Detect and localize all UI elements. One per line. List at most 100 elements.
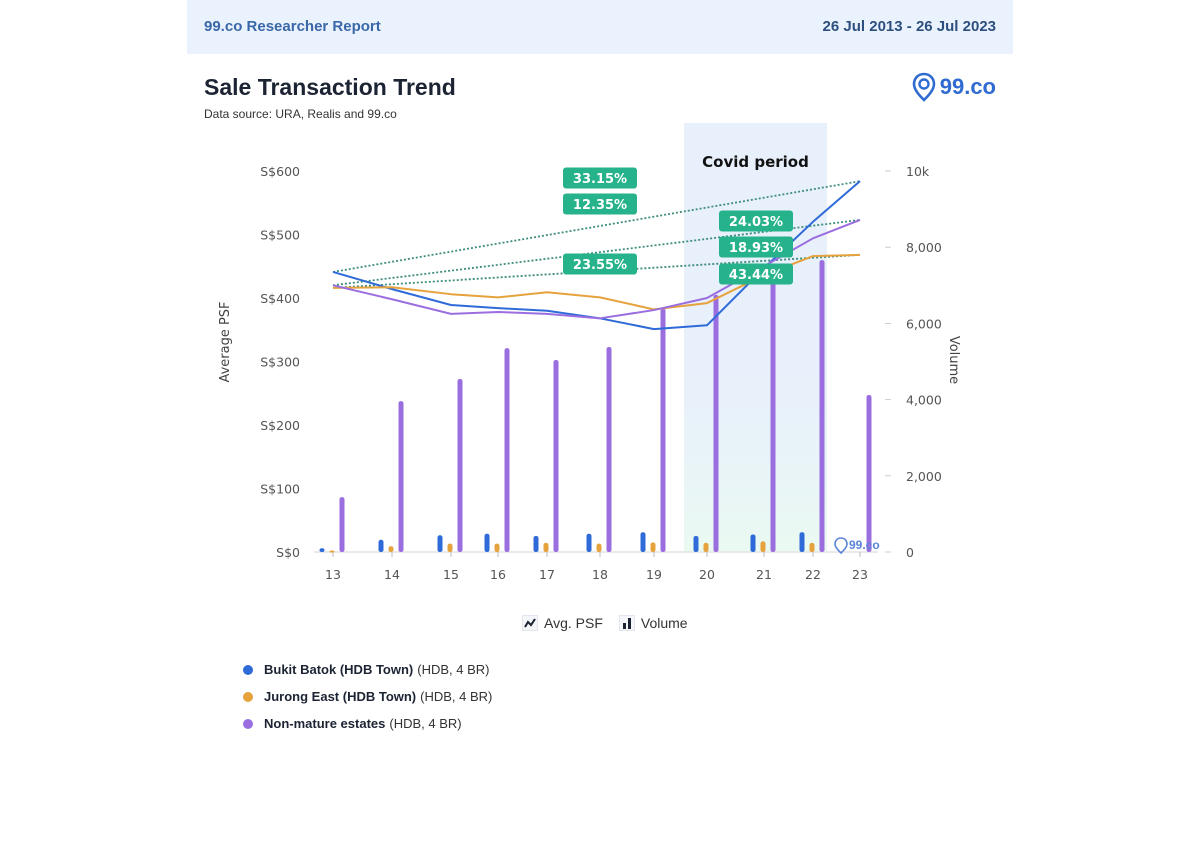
volume-bar[interactable] — [533, 535, 539, 552]
legend-dot-non-mature — [243, 718, 253, 729]
report-card: 99.co Researcher Report 26 Jul 2013 - 26… — [187, 0, 1013, 850]
volume-bar[interactable] — [640, 532, 646, 552]
trendline — [332, 219, 861, 287]
volume-bar[interactable] — [660, 308, 666, 552]
watermark-text: 99.co — [849, 538, 880, 552]
volume-bar[interactable] — [339, 497, 345, 552]
growth-badge — [563, 253, 637, 275]
volume-bar[interactable] — [586, 533, 592, 552]
x-tick-label: 20 — [699, 567, 715, 582]
legend-avg-psf-label: Avg. PSF — [544, 615, 603, 631]
left-tick-label: S$200 — [260, 418, 300, 433]
report-label: 99.co Researcher Report — [204, 18, 381, 35]
right-tick-label: 10k — [906, 164, 930, 179]
x-tick-label: 18 — [592, 567, 608, 582]
x-tick-label: 22 — [805, 567, 821, 582]
volume-bar[interactable] — [447, 543, 453, 552]
right-tick-label: 2,000 — [906, 469, 942, 484]
legend-item-jurong-east[interactable]: Jurong East (HDB Town) (HDB, 4 BR) — [243, 683, 492, 710]
legend-dot-jurong-east — [243, 691, 253, 702]
volume-bar[interactable] — [596, 543, 602, 552]
x-tick-label: 16 — [490, 567, 506, 582]
legend-item-non-mature[interactable]: Non-mature estates (HDB, 4 BR) — [243, 710, 492, 737]
volume-bar[interactable] — [770, 278, 776, 552]
legend-volume-label: Volume — [640, 615, 688, 631]
growth-badge-label: 43.44% — [729, 268, 783, 283]
volume-bar[interactable] — [693, 535, 699, 552]
growth-badge-label: 18.93% — [729, 241, 783, 256]
volume-bar[interactable] — [378, 539, 384, 552]
legend-avg-psf[interactable]: Avg. PSF — [522, 615, 603, 631]
left-tick-label: S$500 — [260, 228, 300, 243]
brand-logo: 99.co — [912, 72, 996, 102]
x-tick-label: 19 — [646, 567, 662, 582]
x-tick-label: 14 — [384, 567, 400, 582]
volume-bar[interactable] — [388, 546, 394, 552]
x-tick-label: 23 — [852, 567, 868, 582]
legend-volume[interactable]: Volume — [618, 615, 688, 631]
volume-bar[interactable] — [650, 542, 656, 552]
trendline — [332, 180, 861, 273]
date-range: 26 Jul 2013 - 26 Jul 2023 — [822, 18, 996, 35]
growth-badge — [719, 263, 793, 285]
volume-bar[interactable] — [703, 542, 709, 552]
left-tick-label: S$400 — [260, 291, 300, 306]
growth-badges: 33.15% 12.35% 23.55% 24.03% 18.93% 43.44% — [563, 167, 793, 285]
logo-text: 99.co — [939, 74, 996, 99]
legend-series-detail: (HDB, 4 BR) — [389, 716, 462, 731]
volume-bar[interactable] — [494, 543, 500, 552]
x-tick-label: 21 — [756, 567, 772, 582]
volume-bar[interactable] — [437, 535, 443, 552]
right-tick-label: 0 — [906, 545, 914, 560]
growth-badge — [719, 236, 793, 258]
legend-dot-bukit-batok — [243, 664, 253, 675]
volume-bar[interactable] — [484, 533, 490, 552]
legend-series-detail: (HDB, 4 BR) — [417, 662, 490, 677]
volume-bar[interactable] — [713, 294, 719, 552]
volume-bar[interactable] — [543, 542, 549, 552]
volume-bar[interactable] — [809, 542, 815, 552]
volume-bar[interactable] — [329, 550, 335, 553]
report-header: 99.co Researcher Report 26 Jul 2013 - 26… — [187, 0, 1013, 54]
watermark-pin-icon — [834, 537, 848, 555]
right-tick-label: 4,000 — [906, 393, 942, 408]
growth-badge-label: 33.15% — [573, 172, 627, 187]
volume-bar[interactable] — [760, 541, 766, 552]
volume-bar[interactable] — [819, 260, 825, 552]
y-axis-label-right: Volume — [946, 336, 961, 384]
right-tick-label: 8,000 — [906, 240, 942, 255]
covid-band-fade — [684, 330, 827, 552]
volume-bar[interactable] — [606, 347, 612, 552]
data-source: Data source: URA, Realis and 99.co — [204, 107, 397, 121]
left-axis: S$0 S$100 S$200 S$300 S$400 S$500 S$600 — [260, 164, 300, 560]
series-legend: Bukit Batok (HDB Town) (HDB, 4 BR) Juron… — [243, 656, 492, 737]
legend-series-name: Jurong East (HDB Town) — [264, 689, 417, 704]
chart-watermark: 99.co — [834, 537, 880, 555]
growth-badge — [563, 193, 637, 215]
legend-item-bukit-batok[interactable]: Bukit Batok (HDB Town) (HDB, 4 BR) — [243, 656, 492, 683]
chart-type-legend: Avg. PSF Volume — [522, 615, 688, 631]
volume-bar[interactable] — [398, 401, 404, 552]
volume-bar[interactable] — [799, 532, 805, 552]
left-tick-label: S$100 — [260, 482, 300, 497]
right-axis: 0 2,000 4,000 6,000 8,000 10k — [885, 164, 942, 560]
volume-bar[interactable] — [457, 379, 463, 552]
x-tick-label: 17 — [539, 567, 555, 582]
legend-series-name: Non-mature estates — [264, 716, 386, 731]
legend-series-name: Bukit Batok (HDB Town) — [264, 662, 414, 677]
volume-bar[interactable] — [553, 359, 559, 552]
growth-badge-label: 24.03% — [729, 215, 783, 230]
growth-badge — [563, 167, 637, 189]
x-tick-label: 15 — [443, 567, 459, 582]
left-tick-label: S$0 — [276, 545, 300, 560]
line-chart-icon — [522, 615, 538, 631]
volume-bar[interactable] — [750, 534, 756, 552]
x-axis: 13 14 15 16 17 18 19 20 21 22 23 — [325, 552, 868, 582]
left-tick-label: S$600 — [260, 164, 300, 179]
volume-bar[interactable] — [866, 395, 872, 552]
bar-chart-icon — [618, 615, 635, 631]
volume-bar[interactable] — [504, 348, 510, 552]
volume-bar[interactable] — [319, 548, 325, 552]
x-tick-label: 13 — [325, 567, 341, 582]
